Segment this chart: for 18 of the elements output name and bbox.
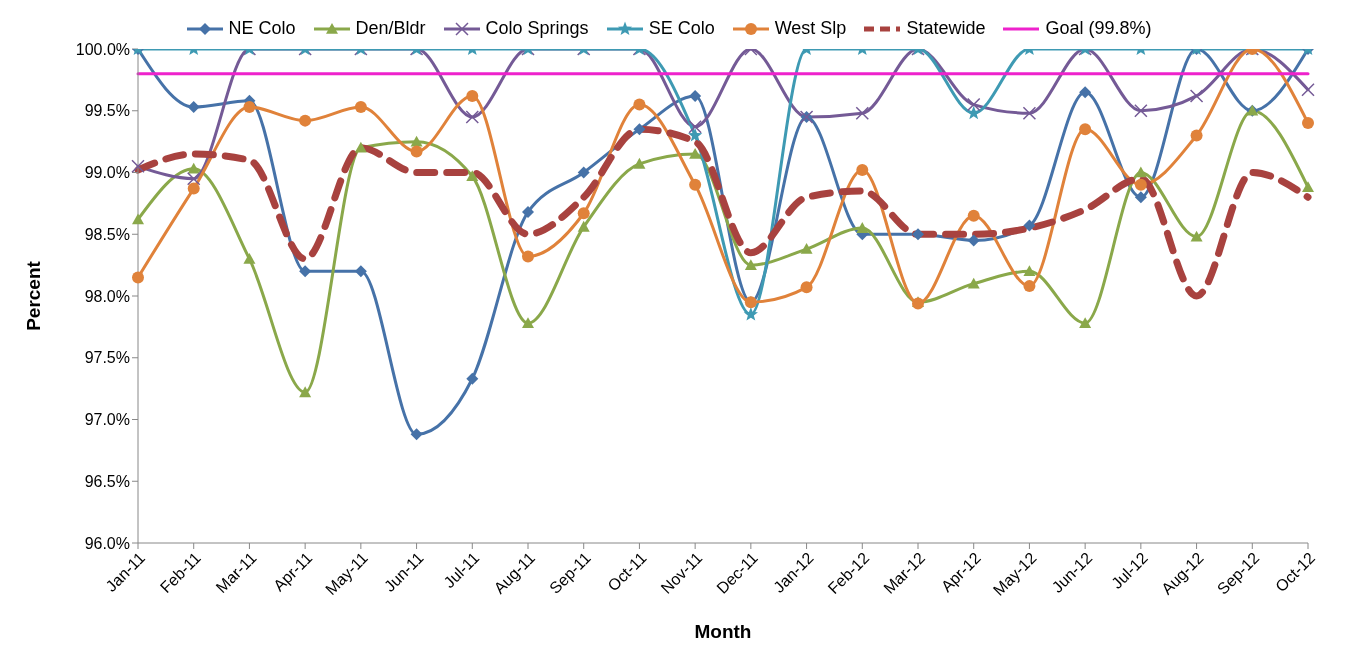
legend-label: West Slp [774,18,847,39]
legend-label: Den/Bldr [355,18,426,39]
legend-label: Goal (99.8%) [1045,18,1152,39]
y-tick-label: 97.5% [84,349,130,367]
y-tick-label: 98.5% [84,225,130,243]
x-axis-title: Month [694,621,752,642]
y-tick-label: 96.5% [84,472,130,490]
y-axis-title: Percent [22,260,44,331]
y-tick-label: 96.0% [84,534,130,552]
y-tick-label: 99.0% [84,164,130,182]
y-tick-label: 99.5% [84,102,130,120]
legend-label: Statewide [906,18,986,39]
legend-label: NE Colo [228,18,296,39]
y-tick-label: 98.0% [84,287,130,305]
legend-label: SE Colo [648,18,715,39]
y-tick-label: 100.0% [75,40,130,58]
legend-label: Colo Springs [485,18,589,39]
y-tick-label: 97.0% [84,411,130,429]
